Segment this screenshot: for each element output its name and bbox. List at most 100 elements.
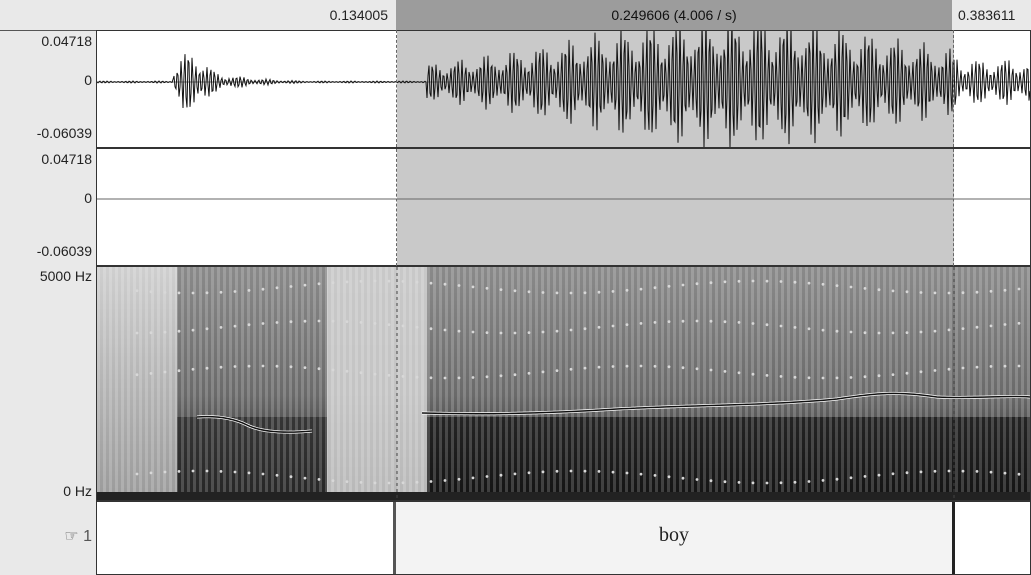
formant-dot <box>611 290 615 293</box>
formant-dot <box>961 469 965 473</box>
formant-dot <box>457 376 461 380</box>
formant-dot <box>345 280 349 284</box>
formant-dot <box>275 473 279 477</box>
formant-dot <box>485 286 489 290</box>
tier-label[interactable]: ☞ 1 <box>48 526 92 546</box>
formant-dot <box>1017 472 1021 476</box>
formant-dot <box>667 365 671 369</box>
formant-dot <box>233 324 237 328</box>
formant-dot <box>891 331 895 335</box>
interval-boy[interactable]: boy <box>396 502 952 574</box>
formant-dot <box>709 368 713 372</box>
formant-dot <box>387 279 391 283</box>
formant-dot <box>457 477 461 481</box>
formant-dot <box>317 367 321 371</box>
formant-dot <box>989 365 993 368</box>
formant-dot <box>863 287 867 290</box>
formant-dot <box>1017 364 1021 368</box>
formant-dot <box>219 365 223 369</box>
formant-dot <box>751 322 755 325</box>
interval-left-boundary[interactable] <box>393 502 396 574</box>
formant-dot <box>247 471 251 475</box>
formant-dot <box>583 366 587 370</box>
formant-dot <box>667 475 671 479</box>
formant-dot <box>947 328 951 332</box>
formant-dot <box>877 473 881 477</box>
formant-dot <box>947 469 951 473</box>
formant-dot <box>429 281 433 285</box>
formant-dot <box>303 319 307 323</box>
formant-dot <box>373 481 377 485</box>
formant-dot <box>191 469 195 473</box>
formant-dot <box>401 375 405 378</box>
interval-label[interactable]: boy <box>659 524 689 546</box>
wave1-zero-label: 0 <box>84 72 92 88</box>
formant-dot <box>793 280 797 284</box>
formant-dot <box>149 372 153 375</box>
formant-dot <box>331 319 335 323</box>
formant-dot <box>975 470 979 473</box>
time-right-label[interactable]: 0.383611 <box>958 7 1016 23</box>
formant-dot <box>317 319 321 323</box>
formant-dot <box>625 471 629 475</box>
formant-dot <box>933 369 937 372</box>
formant-dot <box>891 289 895 293</box>
formant-dot <box>527 371 531 375</box>
formant-dot <box>247 289 251 292</box>
formant-dot <box>667 284 671 288</box>
formant-dot <box>485 375 489 379</box>
formant-dot <box>401 324 405 328</box>
wave1-max-label: 0.04718 <box>41 33 92 49</box>
formant-dot <box>653 364 657 368</box>
formant-dot <box>919 291 923 294</box>
formant-dot <box>737 481 741 484</box>
interval-right-boundary[interactable] <box>952 502 955 574</box>
formant-dot <box>597 325 601 329</box>
waveform-channel-2[interactable] <box>96 148 1031 266</box>
formant-dot <box>345 480 349 483</box>
formant-dot <box>303 476 307 480</box>
formant-dot <box>737 279 741 283</box>
formant-dot <box>205 291 209 295</box>
formant-dot <box>345 320 349 323</box>
formant-dot <box>723 370 727 373</box>
formant-dot <box>331 479 335 482</box>
formant-dot <box>275 364 279 368</box>
formant-dot <box>429 480 433 483</box>
selection-end-marker[interactable] <box>953 30 954 266</box>
formant-dot <box>933 291 937 295</box>
selection-highlight <box>397 149 954 265</box>
waveform-channel-1[interactable] <box>96 30 1031 148</box>
formant-dot <box>793 480 797 484</box>
formant-dot <box>975 290 979 294</box>
formant-dot <box>247 364 251 368</box>
formant-dot <box>877 374 881 378</box>
formant-dot <box>205 327 209 331</box>
formant-dot <box>793 326 797 329</box>
time-ruler[interactable]: 0.134005 0.249606 (4.006 / s) 0.383611 <box>0 0 1031 31</box>
formant-dot <box>261 364 265 368</box>
formant-dot <box>961 291 965 295</box>
formant-dot <box>961 327 965 330</box>
text-tier[interactable]: boy <box>96 501 1031 575</box>
formant-dot <box>709 281 713 285</box>
formant-dot <box>905 331 909 334</box>
formant-dot <box>373 279 377 283</box>
formant-dot <box>415 280 419 284</box>
formant-dot <box>261 287 265 291</box>
formant-dot <box>807 281 811 285</box>
pointing-hand-icon: ☞ <box>64 528 79 545</box>
formant-dot <box>779 280 783 283</box>
formant-dot <box>863 375 867 379</box>
formant-dot <box>653 474 657 477</box>
formant-dot <box>639 322 643 325</box>
formant-dot <box>779 324 783 328</box>
time-left-label[interactable]: 0.134005 <box>329 7 388 23</box>
formant-dot <box>513 373 517 377</box>
spectrogram-panel[interactable] <box>96 266 1031 501</box>
formant-dot <box>513 289 517 293</box>
selection-start-marker[interactable] <box>396 30 397 266</box>
selection-duration-label[interactable]: 0.249606 (4.006 / s) <box>396 0 952 30</box>
formant-dot <box>835 477 839 481</box>
formant-dot <box>135 472 139 476</box>
